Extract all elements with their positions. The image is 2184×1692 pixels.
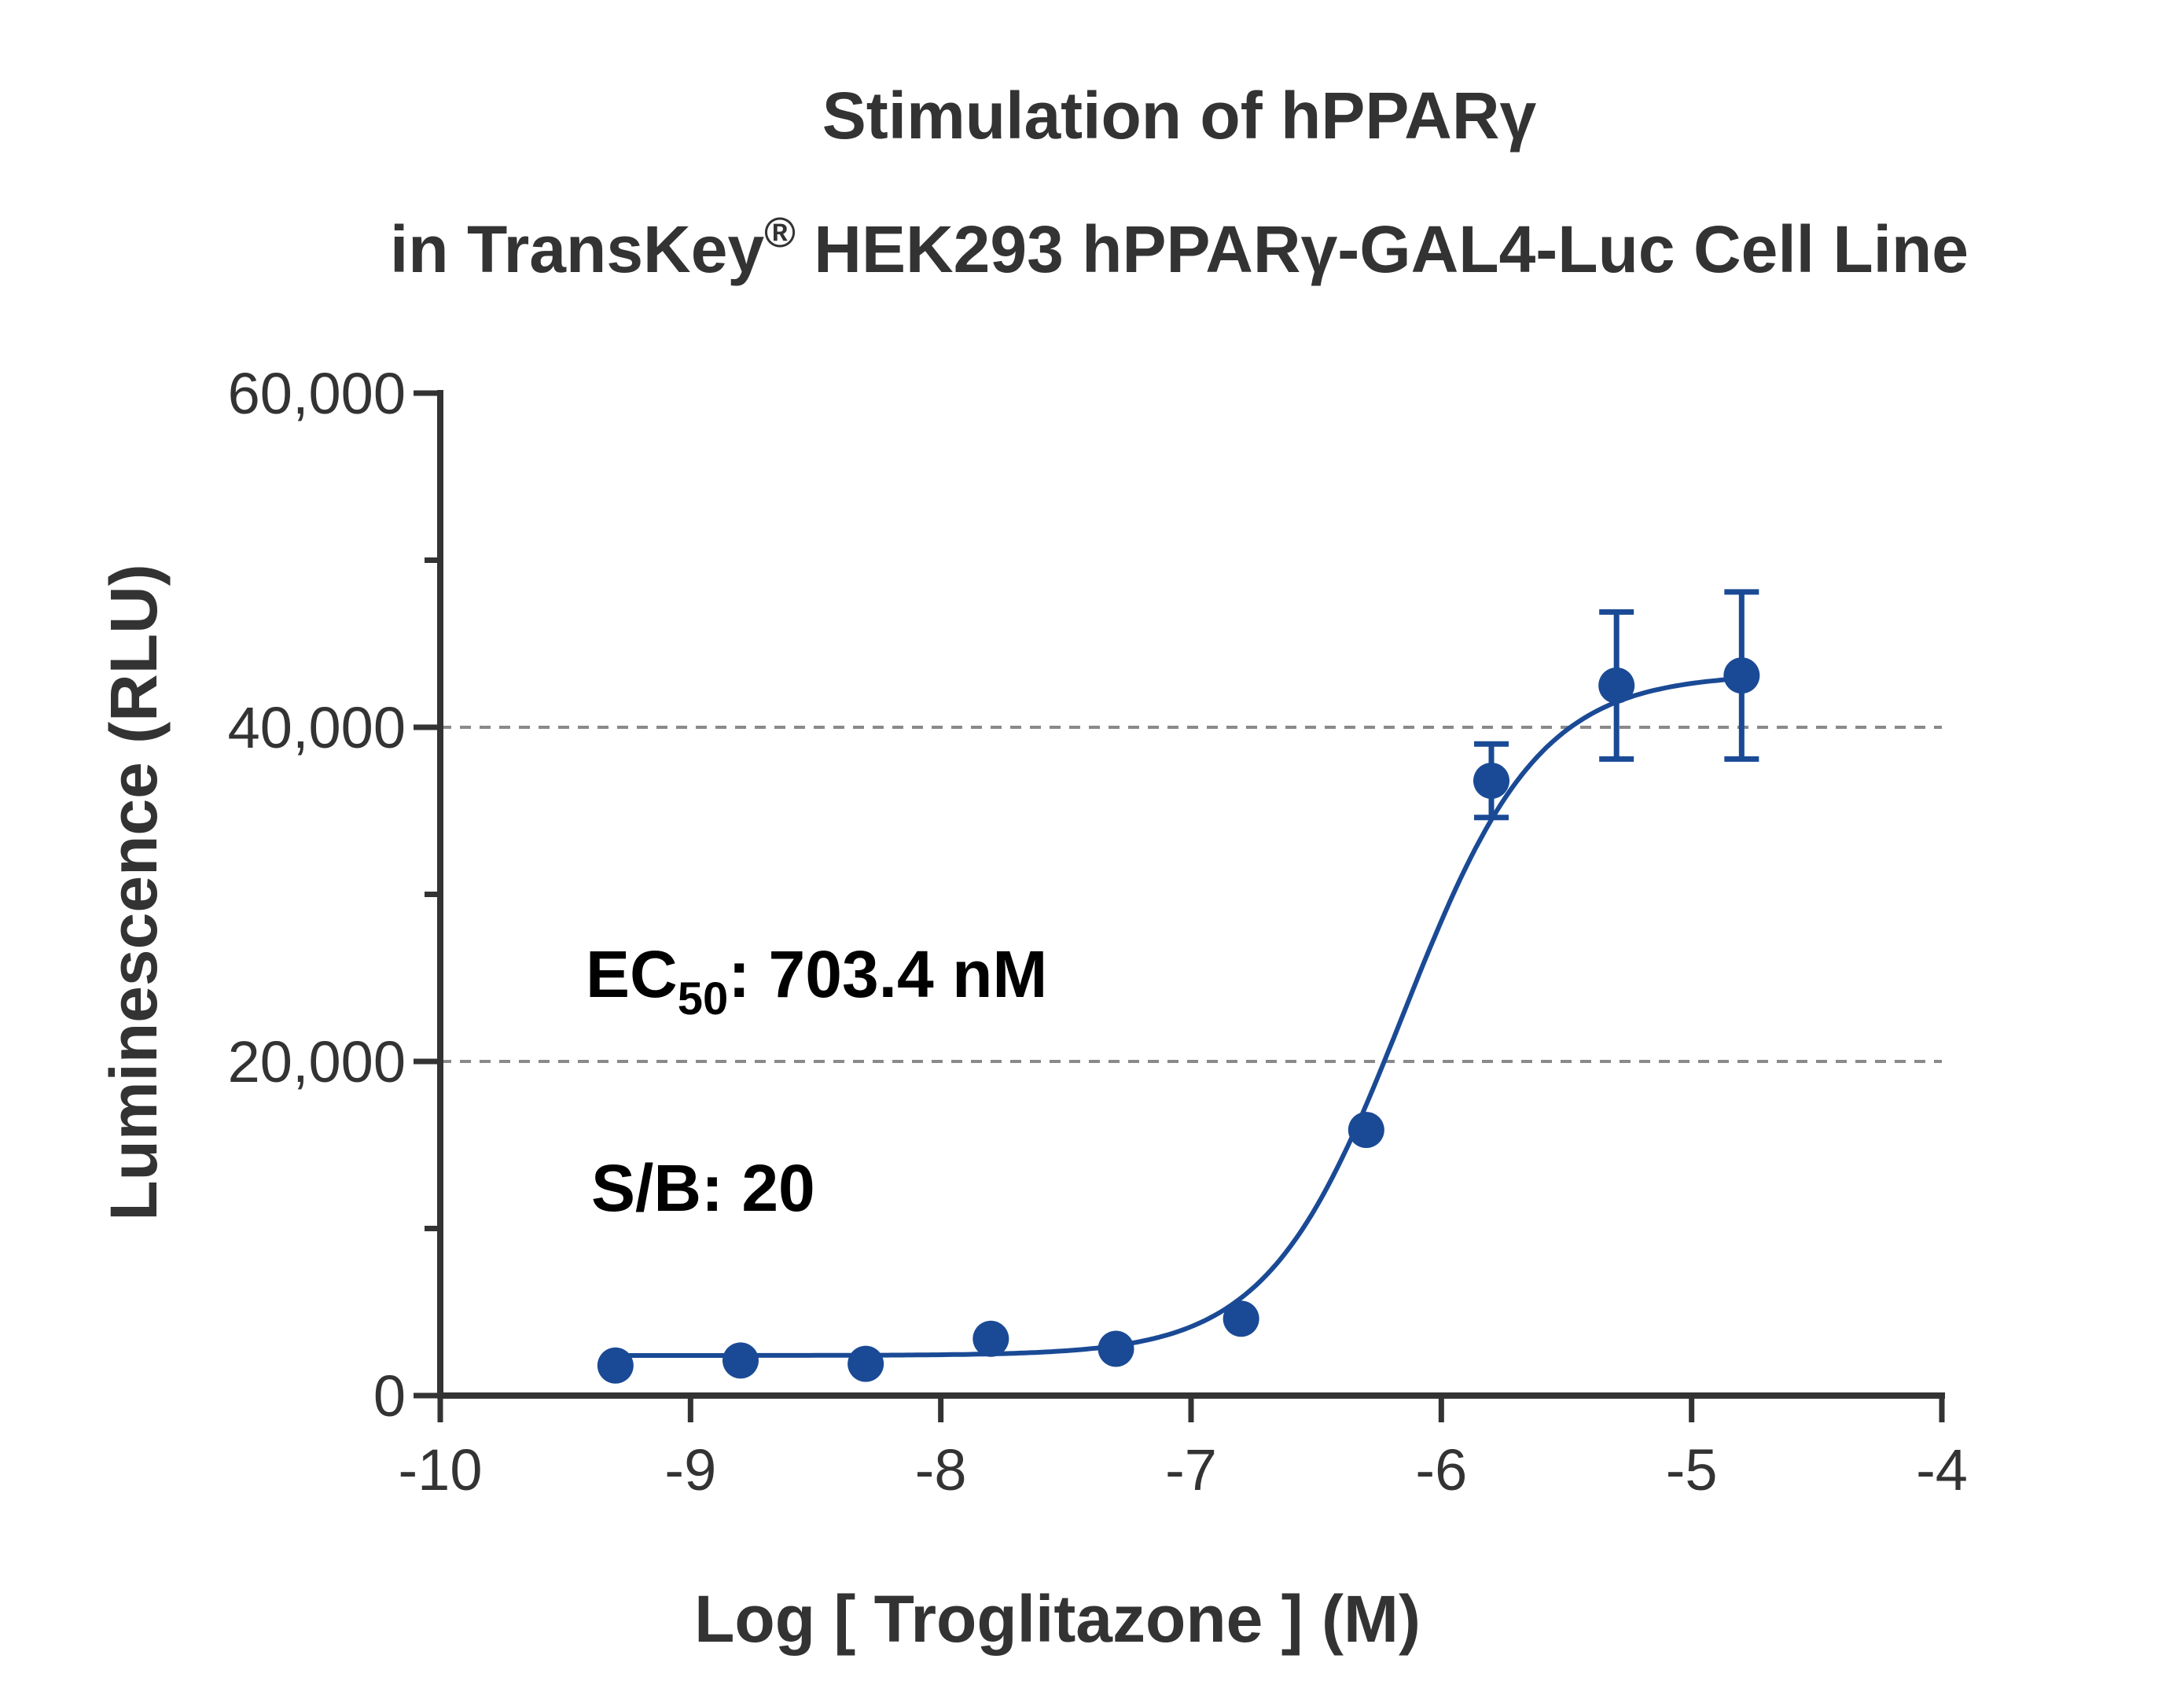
y-tick-label: 0	[373, 1363, 406, 1429]
ec50-annotation: EC50: 703.4 nM	[586, 937, 1047, 1024]
subtitle-suffix: HEK293 hPPARγ-GAL4-Luc Cell Line	[796, 212, 1969, 286]
data-point	[722, 1342, 759, 1379]
x-tick-label: -7	[1165, 1437, 1217, 1503]
ec50-label: EC	[586, 937, 678, 1011]
data-point	[1598, 667, 1635, 704]
x-tick-label: -9	[664, 1437, 716, 1503]
chart-subtitle: in TransKey® HEK293 hPPARγ-GAL4-Luc Cell…	[390, 209, 1969, 286]
axes: 0 20,000 40,000 60,000 -10 -9 -8 -7 -6 -5 -4	[228, 361, 1968, 1503]
ec50-value: : 703.4 nM	[728, 937, 1047, 1011]
subtitle-prefix: in TransKey	[390, 212, 764, 286]
grid-lines	[440, 726, 1942, 1063]
x-tick-label: -10	[399, 1437, 483, 1503]
fit-curve-group	[615, 675, 1742, 1358]
y-axis-label: Luminescence (RLU)	[97, 564, 171, 1221]
data-point	[973, 1320, 1009, 1357]
data-points	[597, 657, 1760, 1384]
data-point	[1348, 1112, 1384, 1149]
fit-curve	[615, 675, 1742, 1358]
x-tick-label: -5	[1666, 1437, 1718, 1503]
data-point	[1098, 1330, 1134, 1367]
data-point	[597, 1347, 634, 1384]
y-tick-label: 40,000	[228, 695, 406, 760]
data-point	[1473, 763, 1509, 799]
y-tick-label: 20,000	[228, 1029, 406, 1094]
chart-title: Stimulation of hPPARγ	[822, 79, 1537, 153]
sb-annotation: S/B: 20	[591, 1151, 815, 1225]
y-tick-label: 60,000	[228, 361, 406, 426]
data-point	[847, 1345, 884, 1382]
x-tick-label: -6	[1415, 1437, 1467, 1503]
data-point	[1223, 1300, 1259, 1337]
ec50-subscript: 50	[678, 973, 729, 1024]
x-axis-label: Log [ Troglitazone ] (M)	[694, 1582, 1421, 1656]
registered-mark: ®	[764, 209, 796, 256]
x-tick-label: -4	[1916, 1437, 1968, 1503]
data-point	[1723, 657, 1760, 694]
x-tick-label: -8	[915, 1437, 967, 1503]
